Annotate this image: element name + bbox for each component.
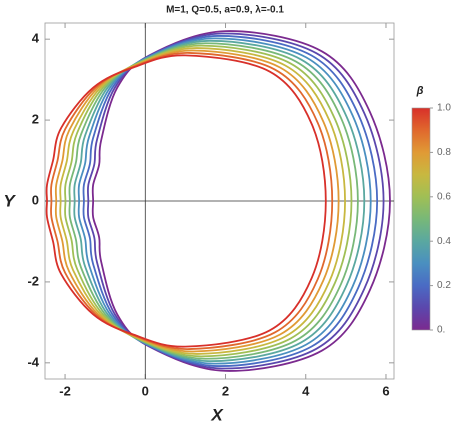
y-tick-label: -2 (27, 273, 39, 288)
curve (77, 37, 372, 365)
colorbar-tick-label: 1.0 (437, 103, 451, 114)
curve (50, 52, 334, 350)
curve (86, 32, 385, 370)
y-tick-label: 4 (32, 31, 40, 46)
colorbar-tick-label: 0.4 (437, 236, 451, 247)
y-tick-label: 0 (32, 192, 39, 207)
x-tick-label: 4 (302, 383, 310, 398)
x-tick-label: 6 (382, 383, 389, 398)
curve (59, 47, 346, 355)
x-axis-label: X (210, 405, 224, 424)
colorbar-tick-label: 0.6 (437, 191, 451, 202)
chart-title: M=1, Q=0.5, a=0.9, λ=-0.1 (166, 5, 284, 16)
x-tick-label: -2 (59, 383, 71, 398)
colorbar-tick-label: 0.2 (437, 280, 451, 291)
y-tick-label: -4 (27, 354, 39, 369)
colorbar-tick-label: 0. (437, 325, 445, 336)
y-axis-label: Y (3, 191, 16, 210)
colorbar (411, 107, 431, 331)
curve (45, 54, 327, 348)
curve (54, 49, 340, 353)
curve (68, 42, 359, 360)
curve (73, 39, 366, 363)
x-tick-label: 2 (222, 383, 229, 398)
curve (91, 30, 391, 372)
y-tick-label: 2 (32, 112, 39, 127)
colorbar-tick-label: 0.8 (437, 147, 451, 158)
curve (82, 35, 379, 367)
x-tick-label: 0 (142, 383, 149, 398)
colorbar-title: β (416, 85, 424, 97)
curve (64, 44, 353, 358)
